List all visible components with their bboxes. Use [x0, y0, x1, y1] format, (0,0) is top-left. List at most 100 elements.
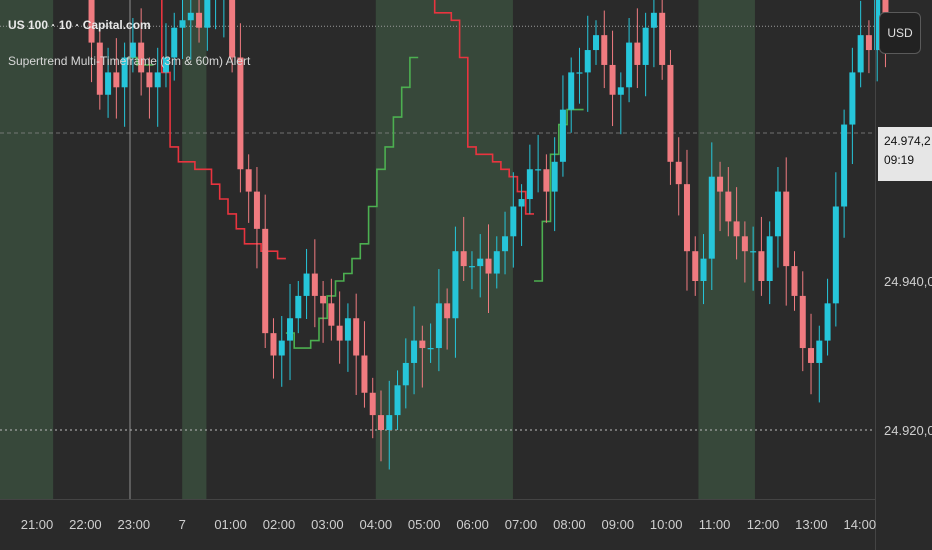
- candle-body: [88, 0, 95, 43]
- candle-body: [824, 303, 831, 341]
- candle-body: [774, 191, 781, 237]
- candle-body: [692, 251, 699, 281]
- candle-body: [121, 57, 128, 88]
- time-tick-label: 07:00: [505, 517, 538, 532]
- candle-body: [791, 266, 798, 296]
- candle-body: [617, 87, 624, 95]
- last-price-tag: 24.974,2 09:19: [878, 127, 932, 181]
- candle-body: [766, 236, 773, 281]
- price-gridlines: [0, 25, 875, 431]
- candle-body: [609, 64, 616, 95]
- candle-body: [105, 72, 112, 95]
- candle-body: [146, 72, 153, 88]
- price-tick-label: 24.920,0: [884, 423, 932, 438]
- supertrend-down-segment: [433, 0, 534, 215]
- candle-body: [518, 199, 525, 207]
- time-tick-label: 01:00: [214, 517, 247, 532]
- candle-body: [187, 12, 194, 21]
- candle-body: [551, 161, 558, 192]
- candle-body: [642, 27, 649, 65]
- highlight-bands: [0, 0, 755, 499]
- highlight-band: [375, 0, 513, 499]
- candle-body: [741, 236, 748, 252]
- time-axis[interactable]: 21:00 22:00 23:00 7 01:00 02:00 03:00 04:00 05:0…: [21, 517, 876, 532]
- candle-body: [138, 42, 145, 73]
- candle-body: [386, 415, 393, 430]
- time-tick-label: 05:00: [408, 517, 441, 532]
- time-tick-label: 02:00: [263, 517, 296, 532]
- highlight-band: [182, 0, 207, 499]
- candle-body: [154, 72, 161, 88]
- candle-body: [353, 318, 360, 356]
- candle-body: [270, 333, 277, 356]
- candle-body: [783, 191, 790, 267]
- candle-body: [493, 251, 500, 274]
- candle-body: [229, 0, 236, 58]
- candle-body: [650, 12, 657, 28]
- candle-body: [700, 258, 707, 281]
- candle-body: [849, 72, 856, 125]
- candle-body: [245, 169, 252, 192]
- candle-body: [113, 72, 120, 88]
- time-tick-label: 14:00: [844, 517, 877, 532]
- bar-countdown: 09:19: [884, 153, 915, 167]
- highlight-band: [0, 0, 54, 499]
- price-tick-label: 24.940,0: [884, 274, 932, 289]
- candle-body: [162, 57, 169, 73]
- candle-body: [683, 184, 690, 252]
- candle-body: [196, 12, 203, 28]
- candle-body: [841, 124, 848, 207]
- candle-body: [799, 295, 806, 349]
- candle-body: [402, 362, 409, 386]
- time-tick-label: 06:00: [456, 517, 489, 532]
- candle-body: [278, 340, 285, 356]
- candle-body: [444, 303, 451, 319]
- candle-body: [584, 50, 591, 73]
- candle-body: [427, 348, 434, 350]
- candle-body: [485, 258, 492, 274]
- candle-body: [576, 72, 583, 74]
- time-tick-label: 7: [179, 517, 186, 532]
- candle-body: [129, 42, 136, 58]
- candle-body: [750, 251, 757, 253]
- candle-body: [559, 109, 566, 162]
- candle-body: [477, 258, 484, 267]
- candle-body: [435, 303, 442, 349]
- candle-body: [634, 42, 641, 65]
- candle-body: [593, 35, 600, 51]
- candle-body: [832, 206, 839, 304]
- candle-body: [171, 27, 178, 58]
- indicator-title: Supertrend Multi-Timeframe (3m & 60m) Al…: [8, 54, 251, 68]
- candle-body: [733, 221, 740, 237]
- candle-body: [659, 12, 666, 65]
- candles: [88, 0, 897, 470]
- candle-body: [865, 35, 872, 51]
- time-tick-label: 11:00: [699, 517, 731, 532]
- time-tick-label: 04:00: [360, 517, 393, 532]
- candle-body: [179, 20, 186, 28]
- candle-body: [377, 415, 384, 430]
- candle-body: [535, 169, 542, 171]
- candle-body: [419, 340, 426, 349]
- candle-body: [253, 191, 260, 229]
- candle-body: [303, 273, 310, 296]
- candle-body: [394, 385, 401, 416]
- candle-body: [874, 0, 881, 51]
- candle-body: [295, 295, 302, 319]
- last-price-value: 24.974,2: [884, 134, 931, 148]
- candle-body: [543, 169, 550, 192]
- currency-button[interactable]: USD: [879, 12, 921, 54]
- candle-body: [468, 266, 475, 268]
- candle-body: [708, 176, 715, 259]
- candle-body: [857, 35, 864, 73]
- candle-body: [237, 57, 244, 170]
- candle-body: [717, 176, 724, 192]
- candle-body: [568, 72, 575, 110]
- candle-body: [526, 169, 533, 200]
- candle-body: [369, 392, 376, 416]
- time-tick-label: 08:00: [553, 517, 586, 532]
- candle-body: [758, 251, 765, 281]
- candle-body: [344, 318, 351, 341]
- candle-body: [502, 236, 509, 252]
